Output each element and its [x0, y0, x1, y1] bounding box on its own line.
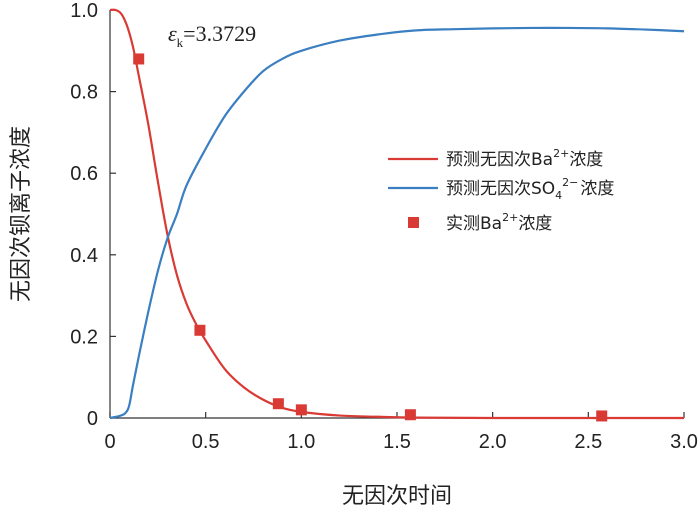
- legend-label-ba-measured: 实测Ba2+浓度: [446, 211, 552, 234]
- legend-swatch-ba-measured: [408, 217, 419, 228]
- x-tick-label: 0: [104, 431, 115, 453]
- data-point-ba-measured: [133, 53, 145, 65]
- series-layer: [109, 8, 685, 422]
- legend-label-ba-predicted: 预测无因次Ba2+浓度: [446, 147, 603, 170]
- data-point-ba-measured: [194, 324, 206, 336]
- series-line-ba-predicted: [109, 8, 684, 420]
- epsilon-subscript: k: [177, 35, 184, 50]
- legend: 预测无因次Ba2+浓度 预测无因次SO42− 浓度 实测Ba2+浓度: [388, 147, 614, 234]
- x-tick-label: 1.0: [287, 431, 315, 453]
- series-line-so4-predicted: [109, 26, 685, 420]
- epsilon-annotation: εk=3.3729: [168, 21, 256, 50]
- x-tick-label: 3.0: [670, 431, 698, 453]
- y-tick-label: 0: [87, 408, 98, 430]
- data-point-ba-measured: [596, 410, 608, 422]
- epsilon-value: =3.3729: [183, 21, 256, 46]
- y-axis-title: 无因次钡离子浓度: [9, 126, 34, 302]
- data-point-ba-measured: [272, 398, 284, 410]
- y-tick-label: 0.6: [70, 163, 98, 185]
- x-tick-label: 2.0: [479, 431, 507, 453]
- legend-label-so4-predicted: 预测无因次SO42− 浓度: [446, 176, 614, 202]
- y-tick-label: 1.0: [70, 0, 98, 22]
- x-tick-label: 1.5: [383, 431, 411, 453]
- x-tick-label: 2.5: [574, 431, 602, 453]
- y-tick-label: 0.4: [70, 245, 98, 267]
- data-point-ba-measured: [295, 404, 307, 416]
- data-point-ba-measured: [404, 409, 416, 421]
- x-axis-title: 无因次时间: [342, 484, 452, 509]
- plot-area: 0 0.5 1.0 1.5 2.0 2.5 3.0 0 0.2 0.4 0.6 0.8 1.0: [70, 0, 698, 453]
- x-tick-label: 0.5: [192, 431, 220, 453]
- y-tick-label: 0.8: [70, 82, 98, 104]
- y-tick-label: 0.2: [70, 326, 98, 348]
- epsilon-symbol: ε: [168, 21, 177, 46]
- axis-ticks: 0 0.5 1.0 1.5 2.0 2.5 3.0 0 0.2 0.4 0.6 0.8 1.0: [70, 0, 698, 453]
